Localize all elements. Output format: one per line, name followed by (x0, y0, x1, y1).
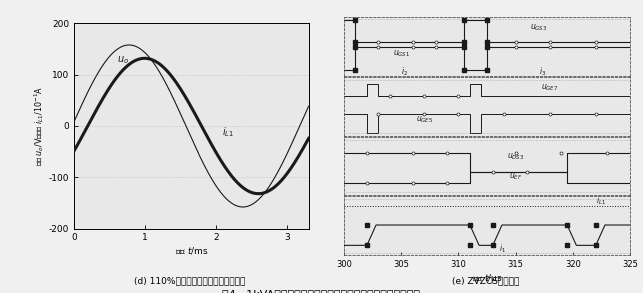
Text: $u_{GE5}$: $u_{GE5}$ (415, 115, 433, 125)
Text: $i_{L1}$: $i_{L1}$ (596, 194, 606, 207)
Text: $u_{EF}$: $u_{EF}$ (509, 171, 522, 182)
Text: $u_{GE7}$: $u_{GE7}$ (541, 83, 559, 93)
Text: $i_3$: $i_3$ (539, 65, 546, 78)
Text: 图4   1kVA双极性移相控制高频脉冲交流环节逆变器仿真波形: 图4 1kVA双极性移相控制高频脉冲交流环节逆变器仿真波形 (222, 289, 421, 293)
X-axis label: 时间 $t$/ms: 时间 $t$/ms (174, 245, 208, 256)
Text: $i_{L1}$: $i_{L1}$ (222, 125, 234, 139)
Text: $i_2$: $i_2$ (401, 65, 408, 78)
Y-axis label: 电压 $u_o$/V、电流 $i_{L1}$/10$^{-1}$A: 电压 $u_o$/V、电流 $i_{L1}$/10$^{-1}$A (32, 86, 46, 166)
Text: (d) 110%额定输入电压、额定容性负载: (d) 110%额定输入电压、额定容性负载 (134, 277, 246, 286)
Text: $u_{GS1}$: $u_{GS1}$ (393, 49, 410, 59)
Text: $u_{DS3}$: $u_{DS3}$ (507, 151, 524, 162)
Text: $i_1$: $i_1$ (498, 242, 505, 255)
X-axis label: 时间 $t$/μs: 时间 $t$/μs (472, 272, 502, 285)
Text: $u_{GS3}$: $u_{GS3}$ (530, 23, 547, 33)
Text: $u_o$: $u_o$ (117, 54, 129, 66)
Text: (e) ZVZCS开关波形: (e) ZVZCS开关波形 (452, 277, 519, 286)
